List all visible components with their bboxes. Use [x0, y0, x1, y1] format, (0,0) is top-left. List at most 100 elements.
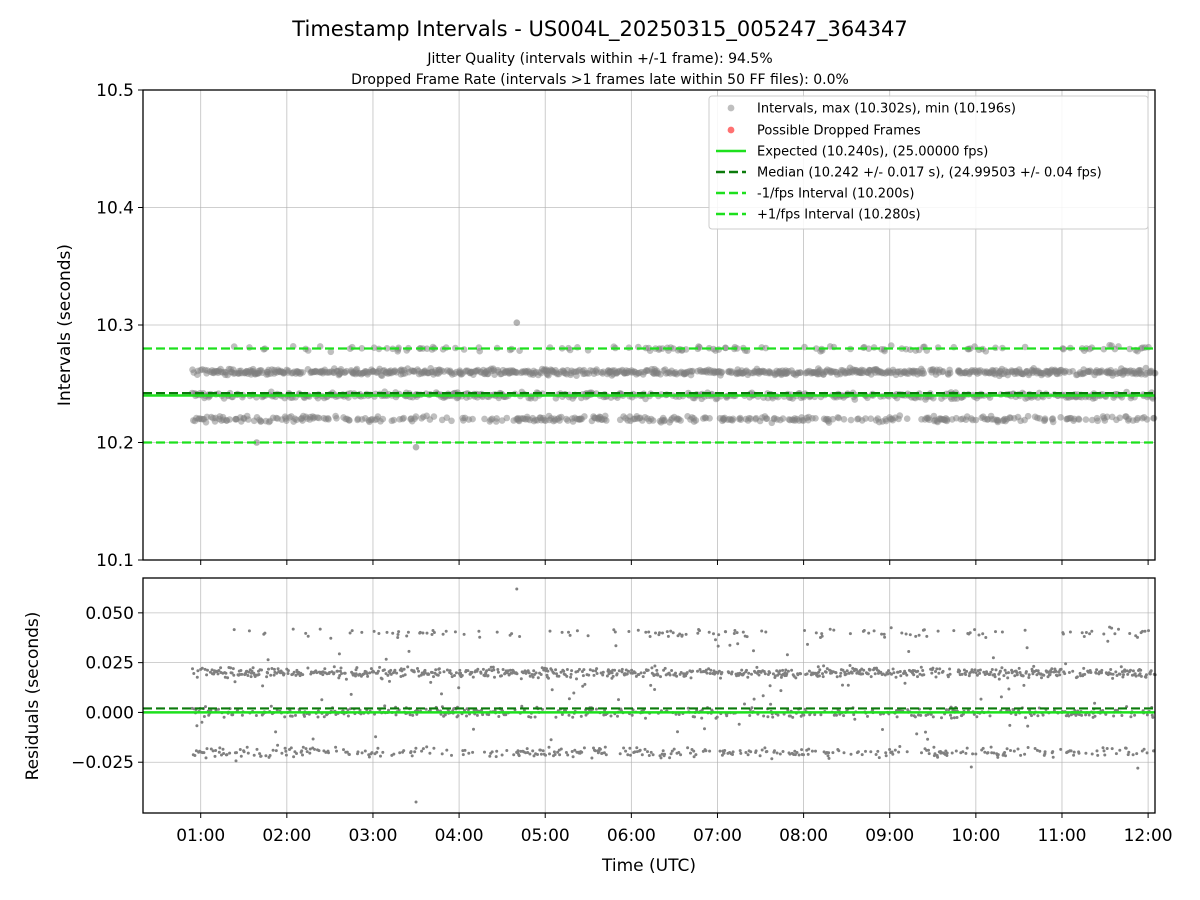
residual-point: [769, 702, 773, 706]
residual-point: [532, 754, 536, 758]
residual-point: [661, 631, 664, 635]
residual-point: [475, 713, 479, 717]
residual-point: [205, 673, 209, 677]
residual-point: [470, 670, 474, 674]
residual-point: [438, 671, 442, 675]
residual-point: [1041, 713, 1045, 717]
residual-point: [696, 631, 700, 635]
residual-point: [283, 715, 287, 719]
residual-point: [308, 747, 312, 751]
residual-point: [644, 716, 647, 720]
residual-point: [1049, 670, 1053, 674]
residual-point: [592, 746, 595, 750]
residual-point: [862, 629, 866, 632]
residual-point: [612, 628, 616, 632]
residual-point: [1084, 631, 1088, 634]
residual-point: [693, 715, 696, 719]
residual-point: [779, 675, 783, 679]
residual-point: [740, 668, 744, 672]
interval-point: [245, 416, 252, 423]
x-tick-label: 07:00: [693, 826, 742, 846]
residual-point: [978, 671, 982, 675]
residual-point: [745, 635, 749, 639]
residual-point: [1000, 666, 1004, 670]
residual-point: [409, 750, 413, 754]
residual-point: [1122, 673, 1125, 677]
residual-point: [914, 634, 918, 638]
residual-point: [708, 749, 712, 753]
residual-point: [569, 675, 573, 679]
residual-point: [952, 716, 956, 720]
residual-point: [276, 667, 280, 671]
residual-point: [707, 630, 711, 634]
residual-point: [757, 673, 761, 677]
residual-point: [666, 634, 670, 638]
interval-point: [692, 417, 700, 424]
residual-point: [940, 716, 943, 720]
residual-point: [394, 713, 398, 717]
residual-point: [275, 671, 279, 675]
residual-point: [793, 753, 797, 757]
residual-point: [752, 697, 756, 701]
residual-point: [601, 670, 605, 674]
residual-point: [1063, 672, 1067, 676]
residual-point: [317, 749, 321, 753]
residual-point: [1024, 716, 1027, 720]
residual-point: [1046, 670, 1050, 674]
residual-point: [1139, 668, 1143, 672]
x-tick-label: 06:00: [607, 826, 656, 846]
residual-point: [1118, 748, 1122, 752]
interval-point: [835, 414, 843, 422]
residual-point: [874, 753, 878, 756]
figure-title: Timestamp Intervals - US004L_20250315_00…: [291, 17, 907, 42]
residual-point: [900, 631, 904, 635]
residual-point: [872, 629, 876, 633]
residual-point: [397, 630, 401, 634]
residual-point: [646, 668, 650, 672]
residual-point: [501, 668, 505, 671]
residual-point: [793, 749, 797, 753]
residual-point: [983, 750, 987, 754]
residuals-y-axis-label: Residuals (seconds): [23, 612, 43, 781]
x-tick-label: 01:00: [176, 826, 225, 846]
residual-point: [788, 714, 792, 718]
residual-point: [785, 672, 789, 676]
residual-point: [567, 630, 570, 634]
residual-point: [1077, 751, 1081, 755]
residual-point: [1100, 668, 1104, 672]
residual-point: [624, 668, 628, 672]
residual-point: [430, 671, 434, 674]
residual-point: [1090, 752, 1094, 756]
residual-point: [493, 675, 496, 679]
residual-point: [952, 629, 956, 633]
residual-point: [1095, 668, 1099, 672]
residual-point: [587, 673, 591, 677]
residual-point: [195, 724, 199, 728]
residual-point: [993, 675, 997, 679]
residual-point: [575, 677, 578, 681]
residual-point: [430, 633, 434, 636]
residual-point: [533, 715, 537, 719]
residual-point: [937, 671, 941, 675]
residual-point: [971, 670, 975, 674]
residual-point: [1075, 675, 1079, 679]
residual-point: [463, 708, 466, 712]
residual-point: [436, 673, 440, 677]
residual-point: [337, 676, 341, 680]
residual-point: [615, 672, 619, 676]
residual-point: [897, 750, 901, 754]
residual-point: [407, 649, 411, 653]
residual-point: [1023, 752, 1027, 756]
residual-point: [797, 753, 801, 757]
residual-point: [841, 683, 844, 687]
residual-point: [1088, 632, 1092, 636]
residual-point: [746, 675, 750, 679]
residual-point: [762, 714, 766, 718]
residual-point: [570, 750, 574, 753]
residual-point: [1129, 668, 1132, 672]
residual-point: [559, 670, 563, 674]
residual-point: [1017, 666, 1021, 670]
residual-point: [908, 633, 912, 637]
residual-point: [449, 672, 453, 676]
residual-point: [1000, 630, 1004, 634]
